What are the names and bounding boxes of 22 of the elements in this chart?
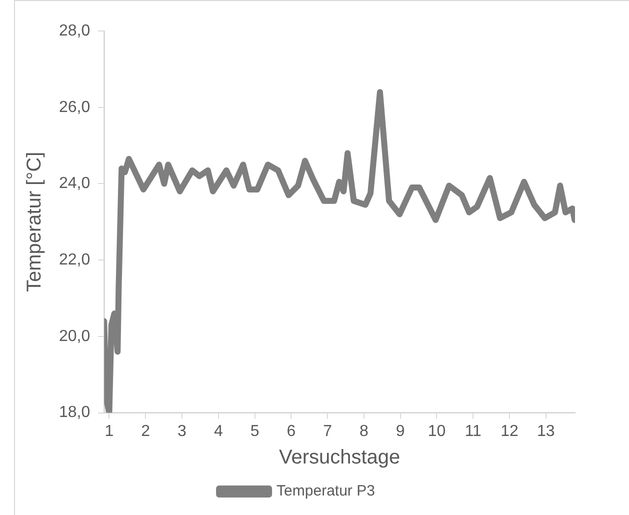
y-tick-label: 18,0	[59, 404, 90, 422]
y-tick-label: 26,0	[59, 98, 90, 116]
x-tick-label: 3	[178, 422, 187, 440]
y-tick-label: 20,0	[59, 328, 90, 345]
x-tick-label: 13	[536, 422, 555, 440]
y-axis-title: Temperatur [°C]	[24, 152, 46, 292]
x-tick-label: 8	[359, 422, 368, 440]
x-tick-label: 2	[141, 422, 150, 440]
x-tick-label: 11	[464, 422, 482, 440]
x-tick-label: 5	[250, 422, 260, 440]
x-tick-label: 7	[323, 422, 332, 440]
y-tick-label: 28,0	[59, 22, 90, 40]
x-tick-label: 9	[396, 422, 405, 440]
x-tick-label: 1	[104, 422, 114, 440]
x-tick-label: 10	[428, 422, 446, 440]
y-tick-label: 24,0	[59, 175, 90, 192]
x-tick-label: 6	[286, 422, 296, 440]
x-axis-title: Versuchstage	[278, 446, 400, 469]
x-tick-label: 4	[214, 422, 223, 440]
y-tick-label: 22,0	[59, 251, 90, 268]
x-tick-label: 12	[500, 422, 518, 440]
legend-label: Temperatur P3	[276, 482, 375, 500]
